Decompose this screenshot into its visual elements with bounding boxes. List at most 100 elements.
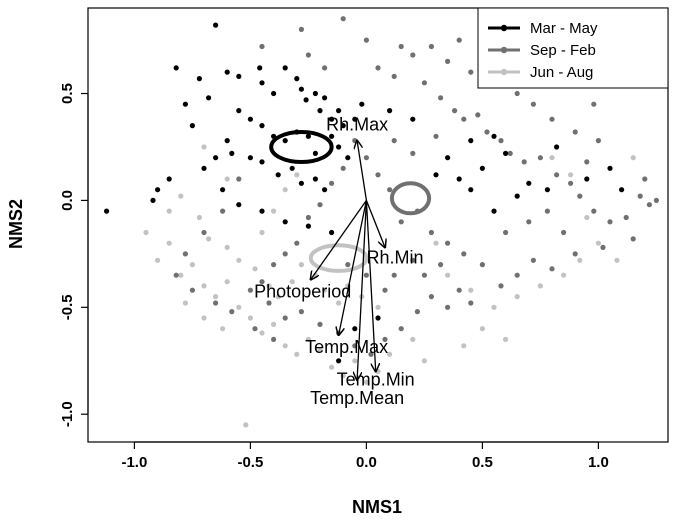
- point-series-0-72: [468, 187, 474, 193]
- point-series-1-12: [498, 138, 504, 144]
- point-series-0-67: [607, 165, 613, 171]
- point-series-1-47: [271, 262, 277, 268]
- point-series-1-13: [507, 150, 513, 156]
- point-series-2-66: [201, 315, 207, 321]
- point-series-0-42: [298, 180, 304, 186]
- point-series-2-62: [549, 155, 555, 161]
- point-series-1-30: [498, 283, 504, 289]
- point-series-0-47: [182, 101, 188, 107]
- point-series-2-48: [468, 287, 474, 293]
- point-series-1-37: [387, 187, 393, 193]
- point-series-2-56: [479, 326, 485, 332]
- point-series-0-23: [236, 108, 242, 114]
- vector-arrow-5: [357, 200, 368, 380]
- point-series-2-53: [577, 257, 583, 263]
- point-series-1-9: [461, 116, 467, 122]
- point-series-1-26: [572, 251, 578, 257]
- point-series-0-55: [336, 358, 342, 364]
- point-series-1-48: [259, 279, 265, 285]
- legend-label-2: Jun - Aug: [530, 64, 593, 81]
- point-series-0-63: [503, 150, 509, 156]
- point-series-2-41: [271, 208, 277, 214]
- point-series-0-2: [155, 187, 161, 193]
- x-tick-label-4: 1.0: [588, 454, 609, 471]
- point-series-1-46: [282, 251, 288, 257]
- point-series-1-65: [526, 219, 532, 225]
- y-axis-title: NMS2: [6, 199, 26, 249]
- point-series-1-50: [266, 300, 272, 306]
- point-series-2-14: [305, 336, 311, 342]
- point-series-0-10: [271, 90, 277, 97]
- point-series-1-85: [229, 309, 235, 315]
- point-series-2-31: [275, 294, 281, 300]
- point-series-1-11: [484, 129, 490, 135]
- point-series-1-88: [391, 272, 397, 278]
- x-tick-label-3: 0.5: [472, 454, 493, 471]
- legend-marker-0: [500, 24, 508, 32]
- point-series-2-51: [537, 283, 544, 289]
- point-series-0-46: [189, 123, 195, 129]
- point-series-2-4: [189, 262, 195, 268]
- ellipse-series-0: [269, 130, 334, 164]
- point-series-2-55: [614, 257, 620, 263]
- point-series-1-55: [352, 343, 358, 349]
- point-series-1-75: [468, 69, 474, 75]
- point-series-0-69: [584, 176, 590, 182]
- point-series-2-22: [243, 422, 249, 428]
- point-series-1-72: [530, 101, 537, 107]
- point-series-1-102: [259, 43, 265, 50]
- point-series-1-97: [591, 101, 597, 107]
- point-series-0-68: [619, 187, 625, 193]
- point-series-0-15: [312, 90, 318, 97]
- point-series-0-54: [329, 229, 335, 236]
- point-series-0-14: [303, 97, 309, 103]
- point-series-1-90: [421, 272, 427, 278]
- vector-label-2: Photoperiod: [254, 282, 351, 302]
- point-series-1-5: [410, 52, 416, 58]
- point-series-0-35: [213, 155, 219, 161]
- vector-layer: Rh.Max Rh.Min Photoperiod Temp.Max Temp.MinT…: [254, 115, 423, 408]
- point-series-2-7: [224, 279, 230, 285]
- point-series-0-31: [329, 133, 335, 139]
- point-series-0-60: [468, 138, 474, 144]
- point-series-0-39: [259, 159, 265, 165]
- point-series-0-27: [282, 138, 288, 144]
- point-series-1-66: [544, 208, 551, 214]
- point-series-0-61: [491, 133, 497, 139]
- y-tick-label-2: 0.0: [59, 190, 76, 211]
- y-tick-label-3: 0.5: [59, 83, 76, 104]
- point-series-1-96: [653, 197, 660, 203]
- vector-label-1: Rh.Min: [366, 247, 423, 267]
- point-series-2-39: [375, 304, 381, 310]
- point-series-1-33: [445, 240, 451, 246]
- point-series-1-67: [561, 229, 567, 236]
- point-series-0-32: [336, 144, 342, 150]
- vector-arrow-3: [339, 200, 368, 335]
- point-series-2-54: [595, 240, 602, 246]
- point-series-1-27: [549, 266, 555, 272]
- x-tick-label-2: 0.0: [356, 454, 377, 471]
- point-series-0-17: [322, 95, 328, 101]
- point-series-1-81: [182, 251, 188, 257]
- point-series-2-59: [568, 172, 574, 178]
- legend-marker-1: [500, 46, 508, 54]
- point-series-1-76: [445, 58, 451, 64]
- point-series-2-28: [236, 257, 242, 263]
- point-series-0-16: [317, 108, 323, 114]
- point-series-0-52: [282, 219, 288, 225]
- point-series-0-29: [305, 133, 311, 139]
- point-series-0-9: [259, 80, 265, 86]
- point-series-1-105: [391, 138, 397, 144]
- axis-layer: -1.0 -0.5 0.0 0.5 1.0 -1.0 -0.5 0.0 0.5: [59, 83, 609, 471]
- point-series-1-25: [600, 244, 606, 250]
- x-tick-label-1: -0.5: [237, 454, 263, 471]
- vector-label-3: Temp.Max: [305, 337, 388, 357]
- point-series-1-17: [568, 180, 574, 186]
- point-series-1-103: [433, 133, 439, 139]
- point-series-1-2: [363, 37, 369, 43]
- point-series-1-100: [456, 37, 462, 43]
- point-series-2-24: [178, 193, 184, 199]
- point-series-0-19: [336, 108, 342, 114]
